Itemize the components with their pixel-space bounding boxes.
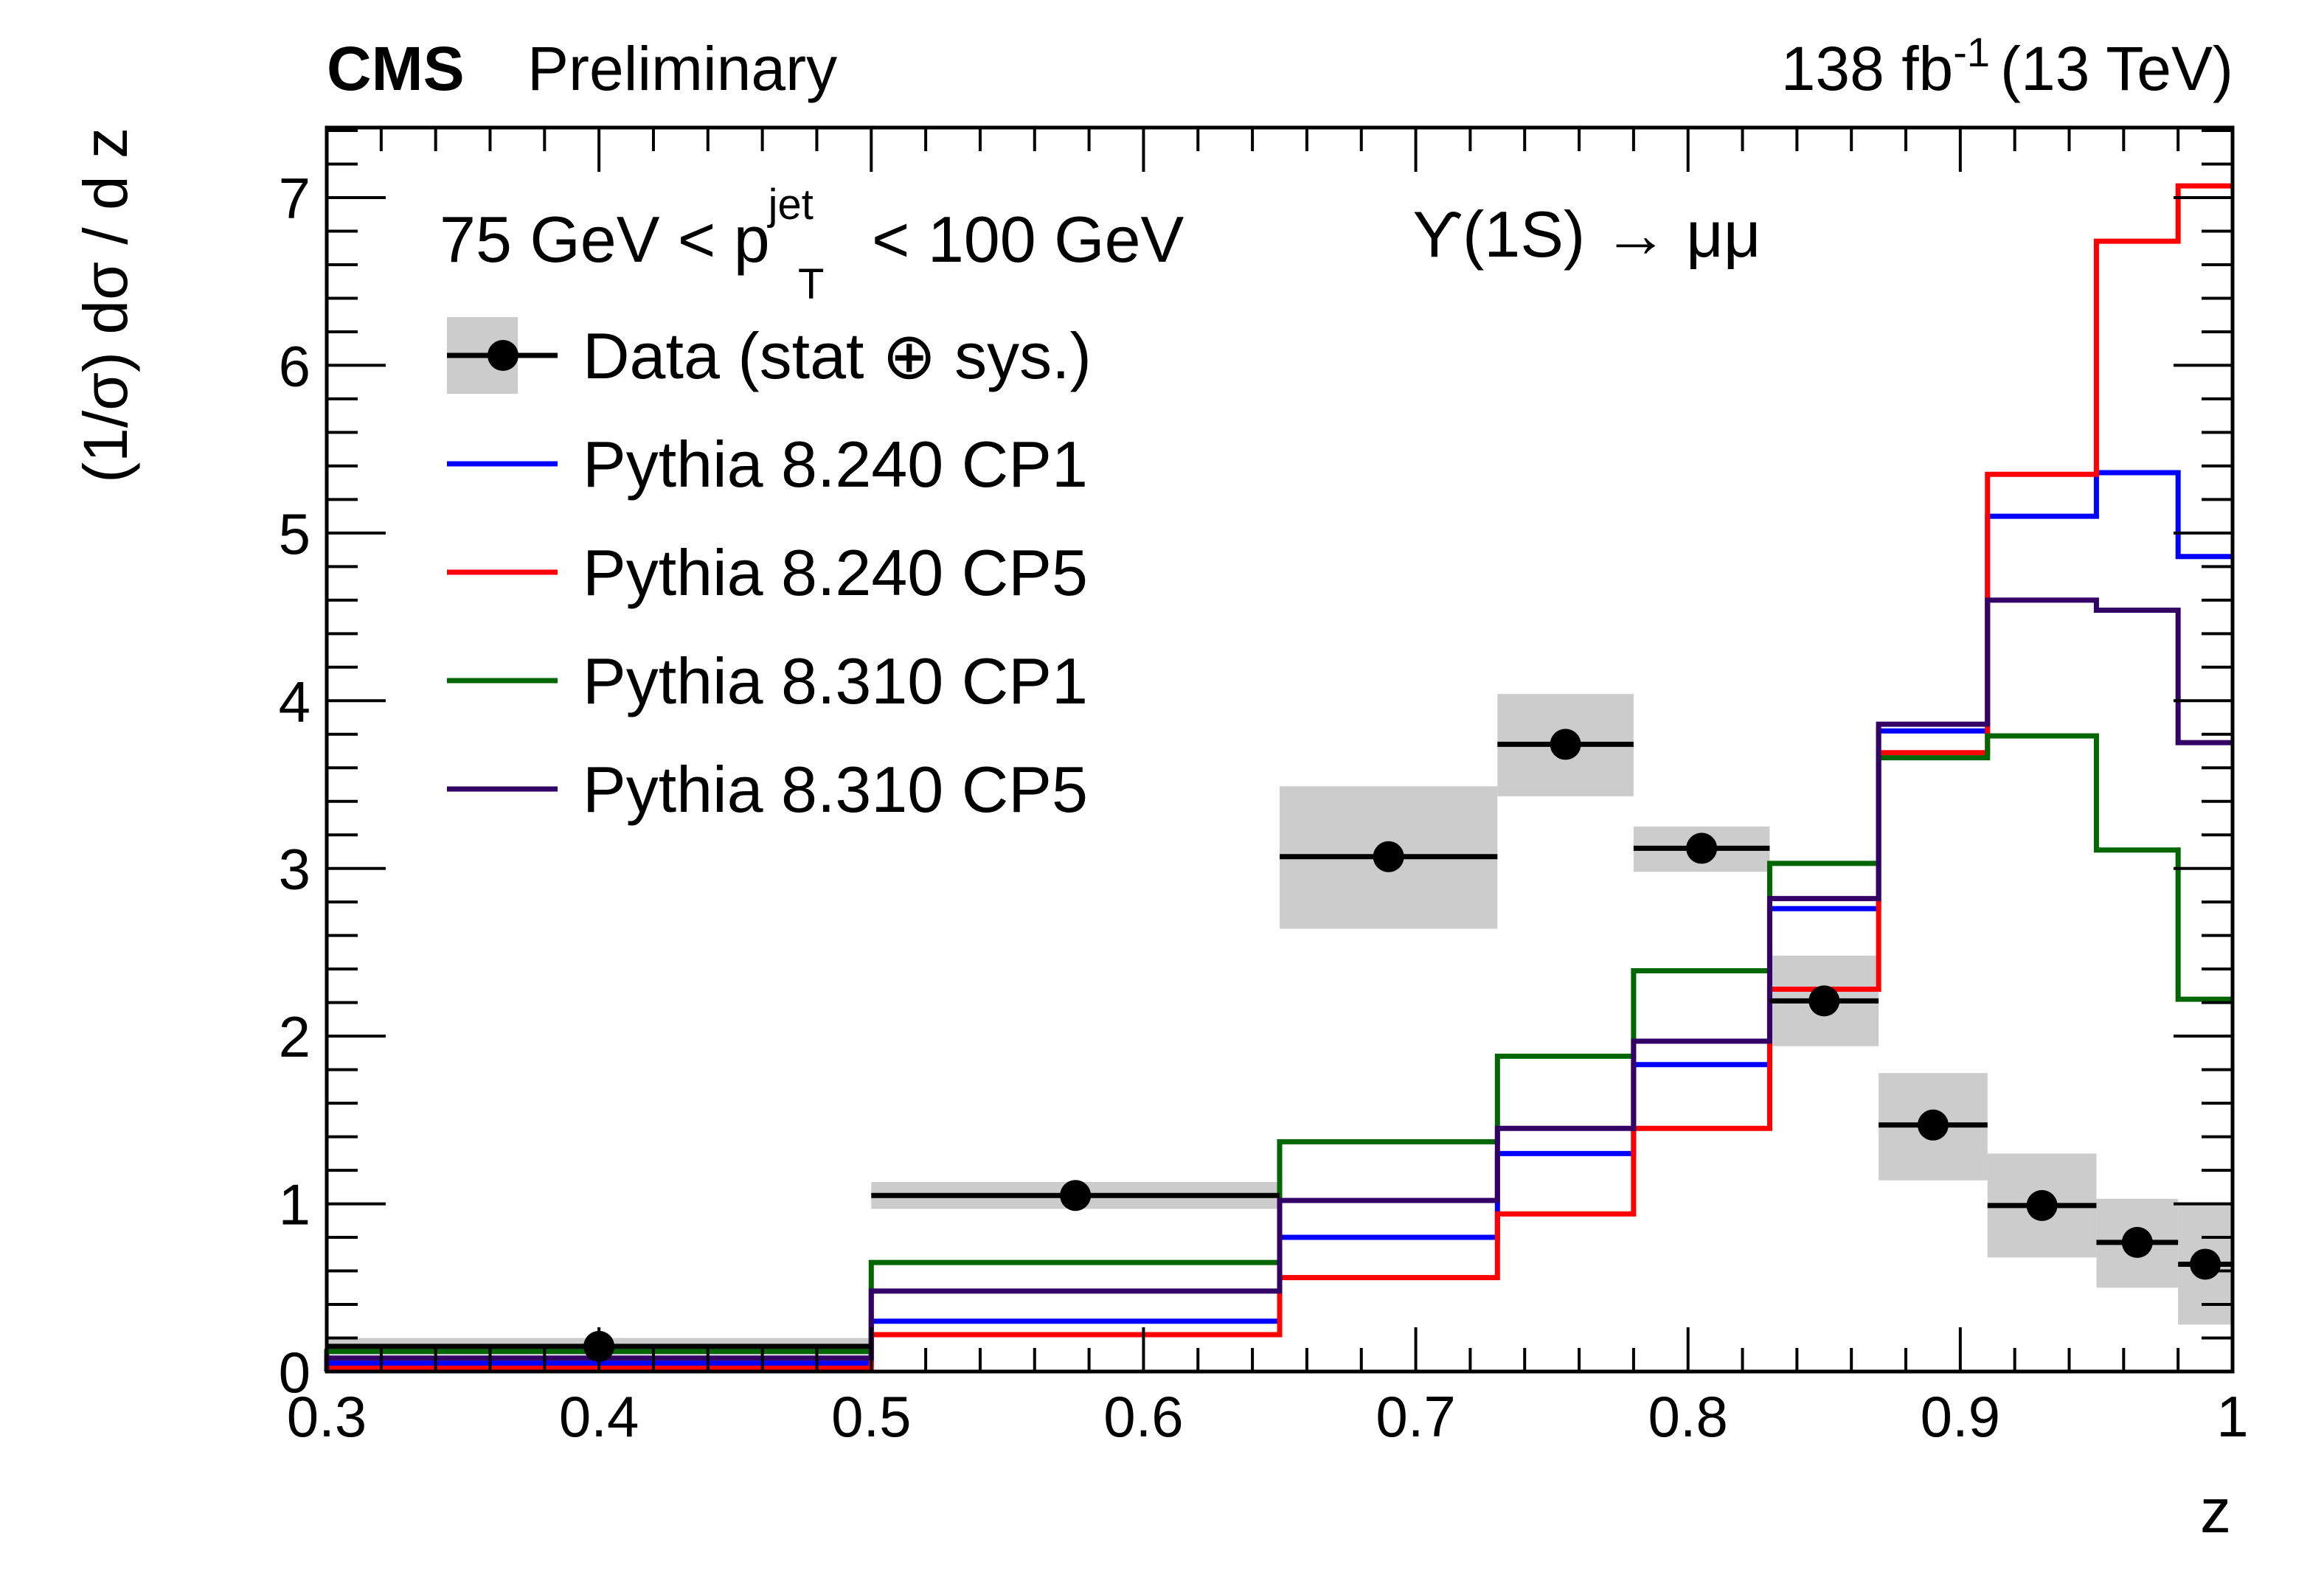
x-tick-label: 0.7: [1376, 1384, 1455, 1449]
pt-superscript: jet: [767, 181, 814, 229]
data-point: [2121, 1226, 2153, 1258]
x-tick-label: 1: [2216, 1384, 2248, 1449]
cms-label: CMS: [327, 34, 465, 103]
y-tick-label: 2: [279, 1004, 311, 1069]
axes: 0.3 0.4 0.5 0.6 0.7 0.8 0.9 1 0 1 2 3 4 5 6 7: [279, 125, 2249, 1449]
legend-entry-label: Pythia 8.240 CP5: [583, 536, 1088, 609]
energy-value: (13 TeV): [2000, 34, 2233, 103]
preliminary-label: Preliminary: [527, 34, 837, 103]
x-tick-label: 0.5: [831, 1384, 911, 1449]
lumi-exponent: -1: [1953, 29, 1990, 75]
data-point: [1808, 985, 1840, 1017]
pt-range-post: < 100 GeV: [872, 203, 1184, 276]
y-tick-label: 1: [279, 1172, 311, 1237]
y-axis-label: (1/σ) dσ / d z: [71, 128, 140, 483]
x-tick-label: 0.8: [1648, 1384, 1727, 1449]
y-tick-label: 6: [279, 333, 311, 398]
data-point: [2026, 1189, 2058, 1221]
histogram-pythia-8-310-cp5: [324, 597, 2233, 1372]
y-tick-label: 7: [279, 166, 311, 231]
x-tick-label: 0.6: [1103, 1384, 1183, 1449]
legend-entry-label: Pythia 8.310 CP1: [583, 644, 1088, 717]
legend-entry-label: Pythia 8.240 CP1: [583, 428, 1088, 501]
y-tick-label: 3: [279, 837, 311, 902]
legend-entry-label: Data (stat ⊕ sys.): [583, 319, 1092, 392]
lumi-label: 138 fb-1 (13 TeV): [1781, 29, 2233, 103]
data-point: [1917, 1109, 1949, 1141]
x-tick-label: 0.3: [287, 1384, 367, 1449]
y-tick-label: 5: [279, 501, 311, 566]
data-point: [2190, 1248, 2221, 1280]
plot-frame: [325, 125, 2235, 1374]
mc-histograms: [324, 183, 2233, 1372]
pt-range-pre: 75 GeV < p: [440, 203, 770, 276]
data-point: [1373, 841, 1404, 872]
x-tick-label: 0.9: [1921, 1384, 2000, 1449]
y-tick-label: 0: [279, 1340, 311, 1405]
data-point: [1060, 1180, 1092, 1212]
data-point: [1686, 833, 1718, 864]
legend-data-marker: [488, 340, 518, 371]
x-tick-label: 0.4: [559, 1384, 639, 1449]
y-tick-label: 4: [279, 669, 311, 734]
legend-entry-label: Pythia 8.310 CP5: [583, 753, 1088, 826]
pt-subscript: T: [798, 260, 824, 308]
x-axis-label: z: [2200, 1476, 2231, 1546]
histogram-pythia-8-240-cp5: [324, 183, 2233, 1372]
decay-label: ϒ(1S) → μμ: [1412, 198, 1761, 271]
data-point: [1550, 729, 1581, 760]
lumi-value: 138 fb: [1781, 34, 1954, 103]
pt-range-label: 75 GeV < pjet T < 100 GeV: [440, 181, 1184, 308]
legend: Data (stat ⊕ sys.) Pythia 8.240 CP1 Pythia…: [447, 317, 1092, 826]
